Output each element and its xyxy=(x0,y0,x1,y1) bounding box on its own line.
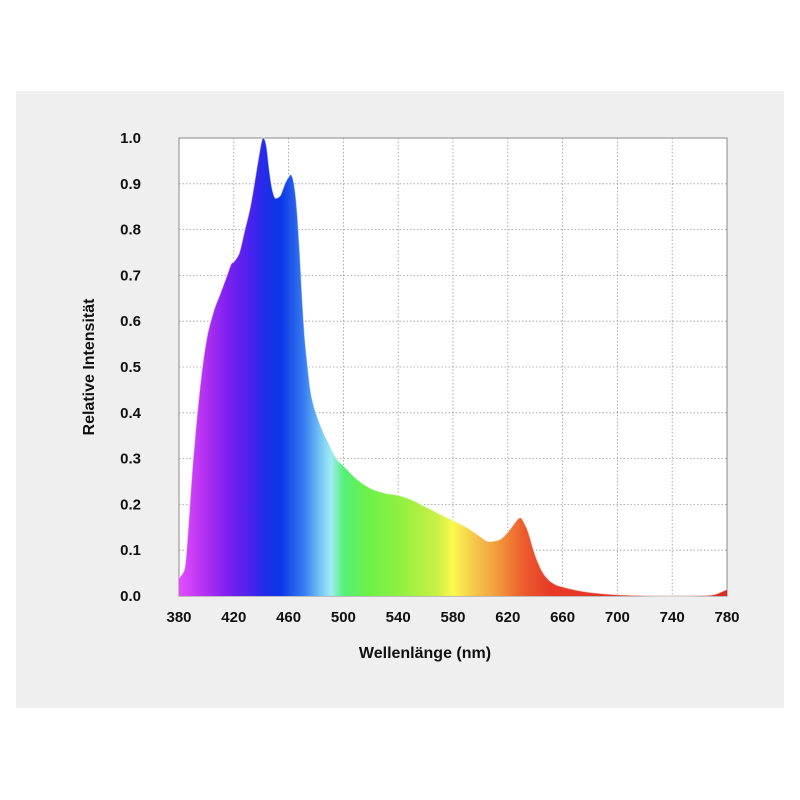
x-tick-label: 660 xyxy=(550,609,575,626)
x-tick-label: 580 xyxy=(440,609,465,626)
x-axis-title: Wellenlänge (nm) xyxy=(359,645,491,662)
y-tick-label: 0.3 xyxy=(120,451,141,468)
y-tick-label: 0.7 xyxy=(120,267,141,284)
y-tick-label: 0.4 xyxy=(120,405,142,422)
x-tick-labels: 380 420 460 500 540 580 620 660 700 740 780 xyxy=(166,609,739,626)
x-tick-label: 620 xyxy=(495,609,520,626)
spectrum-line xyxy=(178,136,728,597)
x-tick-label: 540 xyxy=(386,609,411,626)
y-tick-label: 0.8 xyxy=(120,222,141,239)
y-tick-label: 0.6 xyxy=(120,313,141,330)
y-tick-label: 0.2 xyxy=(120,496,141,513)
y-axis-title: Relative Intensität xyxy=(81,298,98,436)
y-tick-label: 1.0 xyxy=(120,130,141,147)
chart-panel: 380 420 460 500 540 580 620 660 700 740 780 0.0 0.1… xyxy=(16,91,784,708)
spectrum-chart: 380 420 460 500 540 580 620 660 700 740 780 0.0 0.1… xyxy=(81,130,740,662)
x-tick-label: 700 xyxy=(605,609,630,626)
x-tick-label: 420 xyxy=(221,609,246,626)
y-tick-label: 0.0 xyxy=(120,588,141,605)
y-tick-label: 0.9 xyxy=(120,176,141,193)
spectrum-area xyxy=(179,137,727,596)
x-tick-label: 740 xyxy=(660,609,685,626)
y-tick-labels: 0.0 0.1 0.2 0.3 0.4 0.5 0.6 0.7 0.8 0.9 1.0 xyxy=(120,130,142,605)
x-tick-label: 780 xyxy=(714,609,739,626)
y-tick-label: 0.1 xyxy=(120,542,141,559)
x-tick-label: 460 xyxy=(276,609,301,626)
x-tick-label: 380 xyxy=(166,609,191,626)
y-tick-label: 0.5 xyxy=(120,359,141,376)
x-tick-label: 500 xyxy=(331,609,356,626)
